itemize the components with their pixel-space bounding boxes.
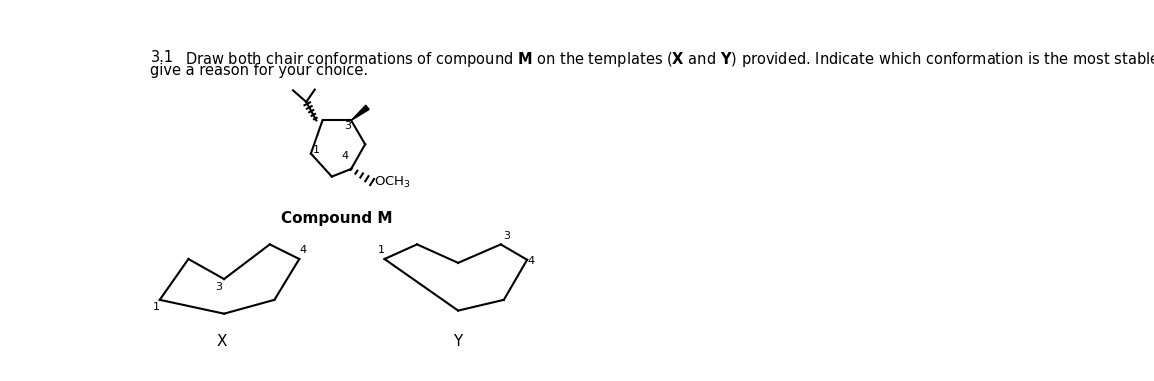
Text: 1: 1 — [152, 302, 159, 312]
Text: 3: 3 — [503, 231, 510, 240]
Text: 4: 4 — [527, 256, 534, 266]
Text: 3: 3 — [344, 121, 351, 131]
Text: 1: 1 — [313, 145, 320, 155]
Text: Draw both chair conformations of compound $\bf{M}$ on the templates ($\bf{X}$ an: Draw both chair conformations of compoun… — [185, 50, 1154, 69]
Text: 4: 4 — [342, 151, 349, 161]
Text: X: X — [217, 335, 227, 349]
Text: 3.1: 3.1 — [150, 50, 173, 65]
Text: Y: Y — [454, 335, 463, 349]
Polygon shape — [351, 105, 369, 120]
Text: 1: 1 — [377, 245, 384, 255]
Text: OCH$_3$: OCH$_3$ — [374, 174, 411, 190]
Text: 4: 4 — [299, 245, 306, 255]
Text: give a reason for your choice.: give a reason for your choice. — [150, 63, 368, 78]
Text: 3: 3 — [215, 282, 222, 292]
Text: Compound M: Compound M — [280, 211, 392, 226]
